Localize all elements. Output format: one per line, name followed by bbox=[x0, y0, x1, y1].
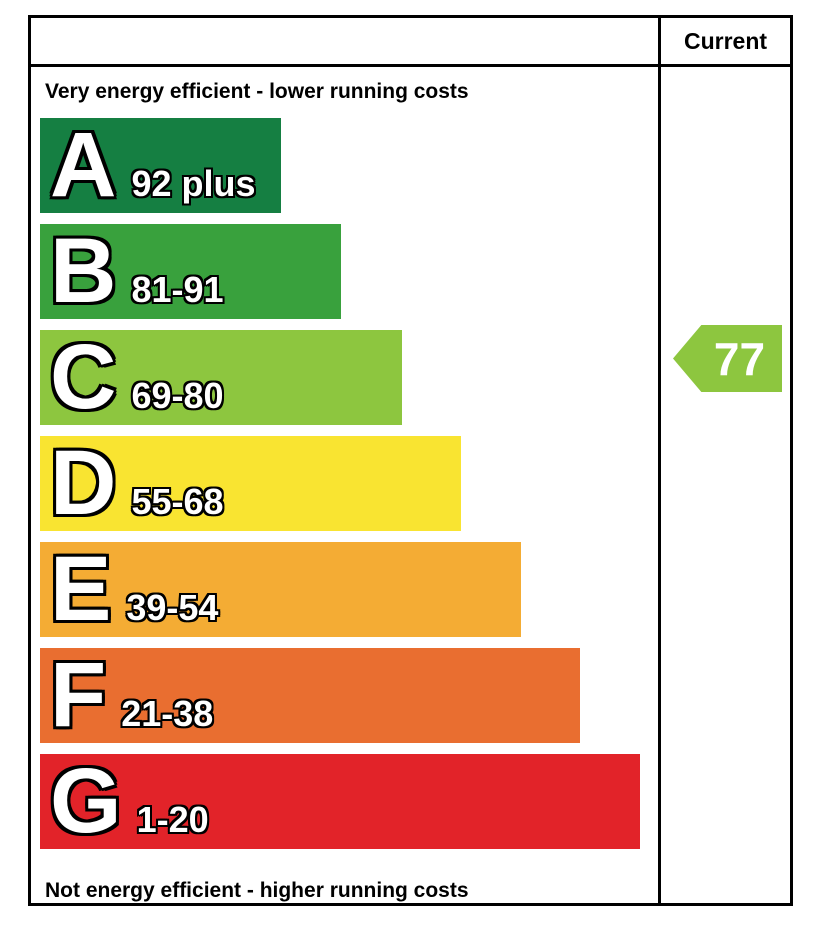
band-a-letter: A bbox=[50, 114, 117, 216]
band-f: F 21-38 bbox=[40, 648, 580, 743]
header-empty-cell bbox=[31, 18, 658, 64]
current-rating-cell: 77 bbox=[658, 67, 790, 903]
band-g-range: 1-20 bbox=[136, 799, 209, 840]
current-rating-arrow: 77 bbox=[673, 325, 782, 392]
band-g: G 1-20 bbox=[40, 754, 640, 849]
band-e: E 39-54 bbox=[40, 542, 521, 637]
current-column-header: Current bbox=[658, 18, 790, 64]
band-d-range: 55-68 bbox=[131, 481, 224, 522]
current-rating-value: 77 bbox=[713, 332, 766, 385]
band-a: A 92 plus bbox=[40, 118, 281, 213]
band-d: D 55-68 bbox=[40, 436, 461, 531]
band-b: B 81-91 bbox=[40, 224, 341, 319]
band-a-range: 92 plus bbox=[131, 163, 256, 204]
current-column-label: Current bbox=[683, 27, 768, 54]
band-f-range: 21-38 bbox=[121, 693, 214, 734]
band-c: C 69-80 bbox=[40, 330, 402, 425]
band-g-letter: G bbox=[50, 750, 122, 852]
band-b-range: 81-91 bbox=[131, 269, 224, 310]
caption-not-efficient: Not energy efficient - higher running co… bbox=[45, 879, 469, 902]
band-e-letter: E bbox=[50, 538, 112, 640]
caption-very-efficient: Very energy efficient - lower running co… bbox=[45, 80, 469, 103]
band-e-range: 39-54 bbox=[126, 587, 219, 628]
header-row: Current bbox=[31, 18, 790, 67]
band-c-range: 69-80 bbox=[131, 375, 224, 416]
band-b-letter: B bbox=[50, 220, 117, 322]
rating-bands: A 92 plus B 81-91 C 69-80 D 55-68 bbox=[40, 118, 658, 849]
epc-table: Current Very energy efficient - lower ru… bbox=[28, 15, 793, 906]
rating-scale-cell: Very energy efficient - lower running co… bbox=[31, 67, 658, 903]
band-d-letter: D bbox=[50, 432, 117, 534]
chart-body-row: Very energy efficient - lower running co… bbox=[31, 67, 790, 903]
band-f-letter: F bbox=[50, 644, 107, 746]
band-c-letter: C bbox=[50, 326, 117, 428]
